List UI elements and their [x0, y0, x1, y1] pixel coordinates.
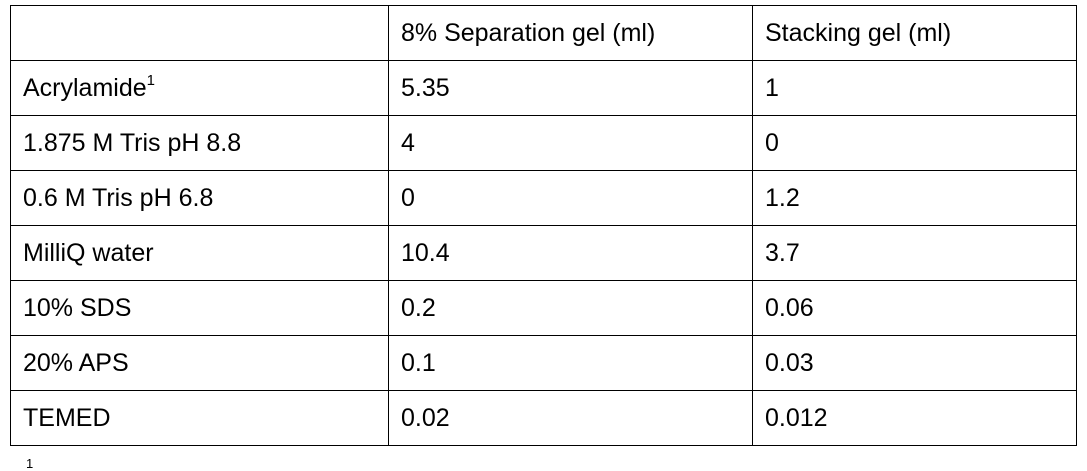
table-row: Acrylamide1 5.35 1	[10, 60, 1077, 116]
value-cell: 0.06	[752, 280, 1077, 336]
row-label: 1.875 M Tris pH 8.8	[23, 128, 242, 157]
table-row: 0.6 M Tris pH 6.8 0 1.2	[10, 170, 1077, 226]
value-cell: 0.02	[388, 390, 753, 446]
table-row: 20% APS 0.1 0.03	[10, 335, 1077, 391]
header-row: 8% Separation gel (ml) Stacking gel (ml)	[10, 5, 1077, 61]
row-label-cell: 20% APS	[10, 335, 389, 391]
row-label: Acrylamide	[23, 73, 147, 102]
row-label-cell: 0.6 M Tris pH 6.8	[10, 170, 389, 226]
value-cell: 0	[752, 115, 1077, 171]
row-label: MilliQ water	[23, 238, 154, 267]
value-cell: 0.012	[752, 390, 1077, 446]
footnote-marker: 1	[26, 456, 34, 471]
row-label: 20% APS	[23, 348, 129, 377]
row-label: 10% SDS	[23, 293, 132, 322]
row-label-cell: MilliQ water	[10, 225, 389, 281]
value-cell: 0.03	[752, 335, 1077, 391]
recipe-table: 8% Separation gel (ml) Stacking gel (ml)…	[10, 5, 1077, 446]
table-row: MilliQ water 10.4 3.7	[10, 225, 1077, 281]
value-cell: 10.4	[388, 225, 753, 281]
row-label-cell: 1.875 M Tris pH 8.8	[10, 115, 389, 171]
table-row: 10% SDS 0.2 0.06	[10, 280, 1077, 336]
header-cell: Stacking gel (ml)	[752, 5, 1077, 61]
header-cell	[10, 5, 389, 61]
value-cell: 1.2	[752, 170, 1077, 226]
table-row: 1.875 M Tris pH 8.8 4 0	[10, 115, 1077, 171]
value-cell: 1	[752, 60, 1077, 116]
value-cell: 0	[388, 170, 753, 226]
value-cell: 4	[388, 115, 753, 171]
table-row: TEMED 0.02 0.012	[10, 390, 1077, 446]
value-cell: 0.2	[388, 280, 753, 336]
header-cell: 8% Separation gel (ml)	[388, 5, 753, 61]
value-cell: 5.35	[388, 60, 753, 116]
row-label-cell: TEMED	[10, 390, 389, 446]
row-label: 0.6 M Tris pH 6.8	[23, 183, 214, 212]
row-label: TEMED	[23, 403, 111, 432]
row-label-cell: 10% SDS	[10, 280, 389, 336]
value-cell: 3.7	[752, 225, 1077, 281]
row-label-cell: Acrylamide1	[10, 60, 389, 116]
footnote-ref: 1	[146, 71, 155, 89]
value-cell: 0.1	[388, 335, 753, 391]
